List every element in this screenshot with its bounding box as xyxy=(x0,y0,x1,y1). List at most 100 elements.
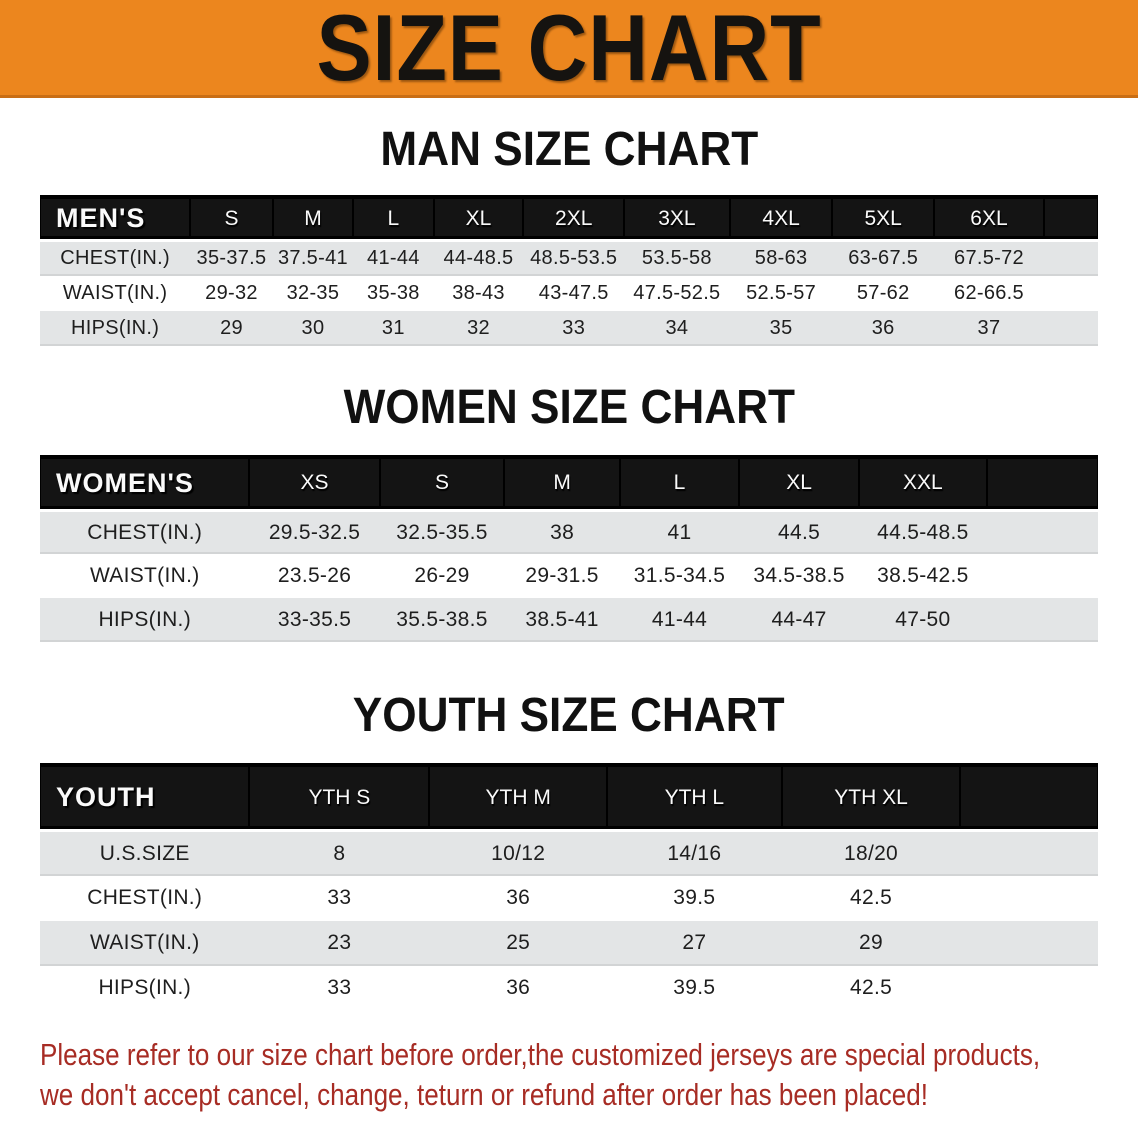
women-chest-row: CHEST(IN.) 29.5-32.5 32.5-35.5 38 41 44.… xyxy=(40,510,1098,554)
man-section-heading: MAN SIZE CHART xyxy=(0,122,1138,177)
youth-hips-row: HIPS(IN.) 33 36 39.5 42.5 xyxy=(40,966,1098,1011)
size-cell: 34 xyxy=(623,310,730,346)
women-table-label: WOMEN'S xyxy=(40,454,250,512)
women-hips-row: HIPS(IN.) 33-35.5 35.5-38.5 38.5-41 41-4… xyxy=(40,598,1098,642)
men-col-header: 2XL xyxy=(523,195,624,242)
size-cell: 44-48.5 xyxy=(433,240,524,276)
size-cell: 35 xyxy=(729,310,833,346)
size-cell: 32.5-35.5 xyxy=(379,510,505,554)
size-cell: 26-29 xyxy=(414,564,470,587)
women-col-header: XL xyxy=(739,454,859,512)
youth-table-label: YOUTH xyxy=(40,763,250,832)
row-label: HIPS(IN.) xyxy=(40,310,191,346)
row-label: CHEST(IN.) xyxy=(87,886,203,909)
row-label: HIPS(IN.) xyxy=(40,598,250,642)
size-chart-banner: SIZE CHART xyxy=(0,0,1138,98)
youth-header-spacer xyxy=(960,763,1098,832)
size-cell: 33 xyxy=(327,886,352,909)
size-cell: 41-44 xyxy=(619,598,740,642)
spacer-cell xyxy=(1044,240,1098,276)
size-cell: 39.5 xyxy=(673,886,716,909)
size-cell: 29 xyxy=(781,920,961,966)
banner-title: SIZE CHART xyxy=(316,0,822,100)
size-cell: 29-32 xyxy=(205,281,258,304)
size-cell: 35-37.5 xyxy=(190,240,273,276)
youth-section-heading: YOUTH SIZE CHART xyxy=(0,688,1138,743)
spacer-cell xyxy=(1044,276,1098,311)
disclaimer-note: Please refer to our size chart before or… xyxy=(0,1035,1138,1115)
youth-chest-row: CHEST(IN.) 33 36 39.5 42.5 xyxy=(40,876,1098,921)
men-col-header: XL xyxy=(433,195,524,242)
size-cell: 23 xyxy=(249,920,430,966)
spacer-cell xyxy=(987,554,1098,598)
size-cell: 36 xyxy=(506,886,531,909)
youth-col-header: YTH XL xyxy=(781,763,961,832)
size-cell: 67.5-72 xyxy=(933,240,1044,276)
size-cell: 63-67.5 xyxy=(832,240,934,276)
row-label: U.S.SIZE xyxy=(40,830,250,876)
youth-waist-row: WAIST(IN.) 23 25 27 29 xyxy=(40,920,1098,966)
size-cell: 33-35.5 xyxy=(249,598,380,642)
size-cell: 39.5 xyxy=(673,976,716,999)
men-col-header: 5XL xyxy=(832,195,934,242)
row-label: WAIST(IN.) xyxy=(62,281,168,304)
size-cell: 32-35 xyxy=(286,281,340,304)
men-col-header: 4XL xyxy=(729,195,833,242)
spacer-cell xyxy=(960,966,1098,1011)
size-cell: 29.5-32.5 xyxy=(249,510,380,554)
women-header-spacer xyxy=(986,454,1098,512)
size-cell: 44-47 xyxy=(739,598,859,642)
row-label: WAIST(IN.) xyxy=(89,564,200,587)
spacer-cell xyxy=(960,830,1098,876)
men-table-label: MEN'S xyxy=(40,195,191,242)
size-cell: 44.5 xyxy=(739,510,859,554)
size-cell: 31.5-34.5 xyxy=(633,564,726,587)
spacer-cell xyxy=(986,510,1098,554)
size-cell: 62-66.5 xyxy=(954,281,1024,304)
size-cell: 23.5-26 xyxy=(277,564,352,587)
size-cell: 44.5-48.5 xyxy=(858,510,987,554)
youth-col-header: YTH S xyxy=(249,763,430,832)
row-label: HIPS(IN.) xyxy=(98,976,191,999)
men-col-header: 3XL xyxy=(623,195,730,242)
size-cell: 48.5-53.5 xyxy=(523,240,624,276)
size-cell: 8 xyxy=(249,830,430,876)
size-cell: 18/20 xyxy=(781,830,961,876)
women-section-heading: WOMEN SIZE CHART xyxy=(0,380,1138,435)
size-cell: 14/16 xyxy=(607,830,782,876)
disclaimer-line-1: Please refer to our size chart before or… xyxy=(40,1036,1041,1072)
women-header-row: WOMEN'S XS S M L XL XXL xyxy=(40,454,1098,512)
men-size-table: MEN'S S M L XL 2XL 3XL 4XL 5XL 6XL CHEST… xyxy=(40,195,1098,346)
row-label: WAIST(IN.) xyxy=(40,920,250,966)
spacer-cell xyxy=(986,598,1098,642)
size-cell: 34.5-38.5 xyxy=(753,564,845,587)
size-cell: 47-50 xyxy=(858,598,987,642)
men-waist-row: WAIST(IN.) 29-32 32-35 35-38 38-43 43-47… xyxy=(40,276,1098,311)
size-cell: 35.5-38.5 xyxy=(379,598,505,642)
size-cell: 53.5-58 xyxy=(623,240,730,276)
size-cell: 10/12 xyxy=(429,830,608,876)
size-cell: 52.5-57 xyxy=(746,281,817,304)
size-cell: 29-31.5 xyxy=(525,564,599,587)
size-cell: 38-43 xyxy=(452,281,505,304)
spacer-cell xyxy=(960,920,1098,966)
spacer-cell xyxy=(1044,310,1098,346)
size-cell: 31 xyxy=(353,310,434,346)
youth-col-header: YTH M xyxy=(429,763,608,832)
size-cell: 41 xyxy=(619,510,740,554)
size-cell: 27 xyxy=(607,920,782,966)
size-cell: 33 xyxy=(523,310,624,346)
size-cell: 29 xyxy=(190,310,273,346)
women-col-header: XXL xyxy=(858,454,987,512)
size-cell: 43-47.5 xyxy=(538,281,609,304)
size-cell: 33 xyxy=(327,976,352,999)
size-cell: 42.5 xyxy=(849,886,893,909)
women-col-header: L xyxy=(619,454,740,512)
size-cell: 30 xyxy=(272,310,354,346)
row-label: CHEST(IN.) xyxy=(40,240,191,276)
size-cell: 47.5-52.5 xyxy=(633,281,721,304)
women-col-header: XS xyxy=(249,454,380,512)
size-cell: 36 xyxy=(832,310,934,346)
youth-size-table: YOUTH YTH S YTH M YTH L YTH XL U.S.SIZE … xyxy=(40,763,1098,1011)
youth-header-row: YOUTH YTH S YTH M YTH L YTH XL xyxy=(40,763,1098,832)
